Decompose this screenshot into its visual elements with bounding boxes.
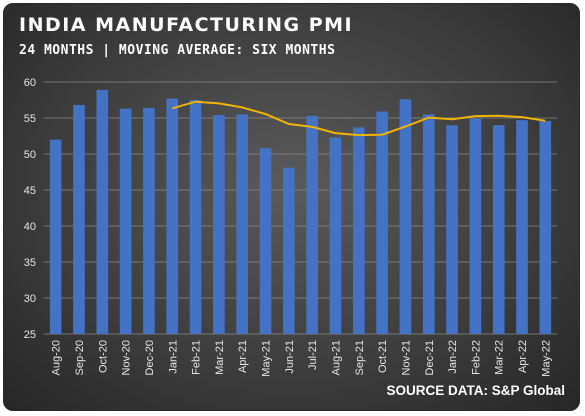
bar	[143, 107, 155, 334]
bar	[166, 98, 179, 334]
y-tick-label: 45	[24, 185, 36, 197]
bar	[469, 118, 482, 334]
bar	[446, 125, 458, 334]
bar	[422, 114, 435, 335]
x-tick-label: Aug-21	[330, 340, 342, 375]
x-tick-label: Nov-20	[121, 340, 133, 375]
y-tick-label: 50	[24, 149, 36, 161]
x-tick-label: Dec-21	[424, 340, 436, 375]
x-tick-label: Apr-21	[237, 340, 249, 373]
y-tick-label: 30	[24, 293, 36, 305]
y-tick-label: 25	[24, 329, 36, 341]
bar	[119, 108, 132, 334]
bar	[399, 99, 412, 334]
x-tick-label: Jul-21	[307, 340, 319, 370]
bar	[376, 111, 388, 335]
bar	[213, 115, 225, 335]
x-tick-label: Jun-21	[284, 340, 296, 374]
bar	[259, 148, 272, 334]
x-tick-label: Feb-22	[470, 340, 482, 375]
bar	[329, 137, 342, 334]
x-tick-label: Sep-20	[74, 340, 86, 375]
x-tick-label: Jan-21	[167, 340, 179, 374]
x-tick-label: Feb-21	[191, 340, 203, 375]
bar	[236, 114, 249, 335]
chart-frame: INDIA MANUFACTURING PMI 24 MONTHS | MOVI…	[3, 3, 580, 411]
chart-plot: 25 30 35 40 45 50 55 60 Aug-20 Sep-20 Oct-20 Nov-20…	[24, 77, 557, 377]
chart-title: INDIA MANUFACTURING PMI	[19, 14, 354, 36]
y-tick-label: 60	[24, 77, 36, 89]
bar	[283, 167, 295, 334]
x-tick-label: Sep-21	[354, 340, 366, 375]
x-tick-label: Jan-22	[447, 340, 459, 374]
chart-subtitle: 24 MONTHS | MOVING AVERAGE: SIX MONTHS	[19, 43, 336, 58]
x-tick-label: Aug-20	[51, 340, 63, 375]
bar	[96, 89, 109, 334]
bar	[492, 125, 505, 334]
x-tick-label: May-21	[261, 340, 273, 377]
bar	[189, 100, 202, 334]
x-tick-label: Dec-20	[144, 340, 156, 375]
bar	[73, 105, 85, 334]
x-tick-label: May-22	[540, 340, 552, 377]
x-tick-label: Oct-20	[97, 340, 109, 373]
moving-average-line	[172, 100, 546, 137]
source-note: SOURCE DATA: S&P Global	[386, 383, 565, 398]
bar	[306, 115, 318, 334]
x-tick-label: Oct-21	[377, 340, 389, 373]
x-tick-label: Apr-22	[517, 340, 529, 373]
bar	[539, 120, 552, 334]
bar	[516, 120, 528, 334]
bar	[49, 139, 62, 334]
x-tick-label: Nov-21	[400, 340, 412, 375]
x-tick-label: Mar-21	[214, 340, 226, 375]
y-tick-label: 55	[24, 113, 36, 125]
y-tick-label: 35	[24, 257, 36, 269]
y-tick-label: 40	[24, 221, 36, 233]
x-tick-label: Mar-22	[494, 340, 506, 375]
bar	[352, 127, 365, 334]
